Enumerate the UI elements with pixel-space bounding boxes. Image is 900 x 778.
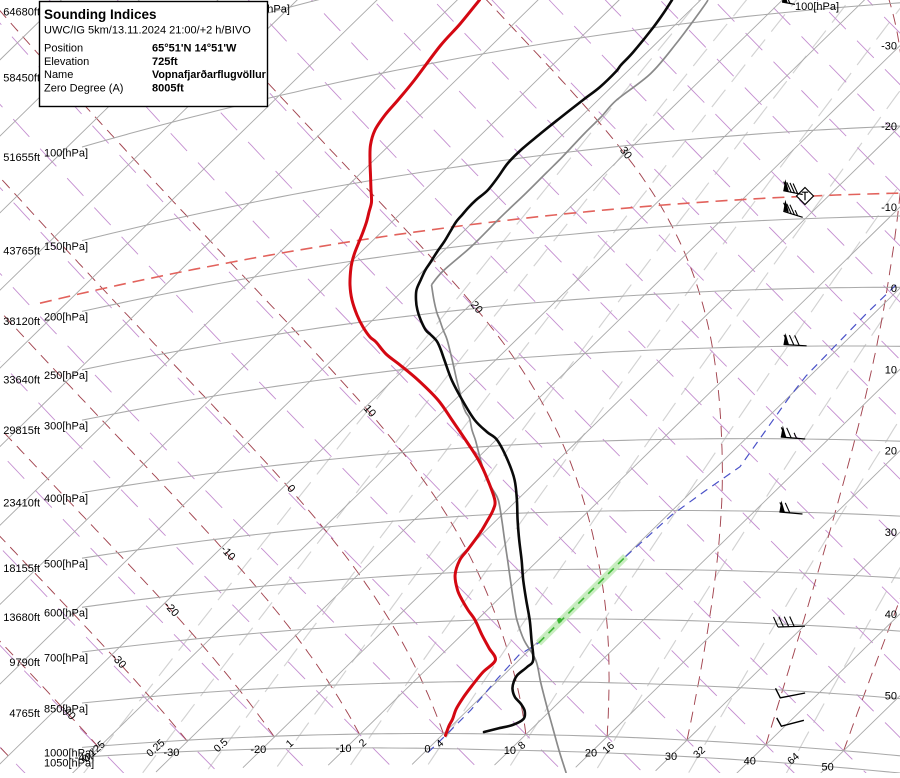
svg-text:Position: Position <box>44 43 83 55</box>
svg-text:Name: Name <box>44 69 73 81</box>
svg-text:18155ft: 18155ft <box>3 563 40 575</box>
svg-text:29815ft: 29815ft <box>3 425 40 437</box>
svg-text:51655ft: 51655ft <box>3 152 40 164</box>
svg-text:400[hPa]: 400[hPa] <box>44 493 88 505</box>
svg-text:23410ft: 23410ft <box>3 497 40 509</box>
svg-text:33640ft: 33640ft <box>3 375 40 387</box>
svg-text:0: 0 <box>891 283 897 295</box>
svg-text:20: 20 <box>885 446 897 458</box>
svg-text:-20: -20 <box>881 121 897 133</box>
svg-text:250[hPa]: 250[hPa] <box>44 370 88 382</box>
svg-text:-40: -40 <box>75 752 91 764</box>
svg-text:150[hPa]: 150[hPa] <box>44 241 88 253</box>
svg-text:50: 50 <box>885 691 897 703</box>
svg-text:40: 40 <box>885 609 897 621</box>
svg-text:50: 50 <box>821 761 833 773</box>
svg-text:UWC/IG 5km/13.11.2024 21:00/+2: UWC/IG 5km/13.11.2024 21:00/+2 h/BIVO <box>44 25 251 37</box>
svg-text:-10: -10 <box>336 743 352 755</box>
svg-text:Elevation: Elevation <box>44 56 89 68</box>
svg-text:600[hPa]: 600[hPa] <box>44 608 88 620</box>
svg-text:700[hPa]: 700[hPa] <box>44 652 88 664</box>
svg-text:-30: -30 <box>881 41 897 53</box>
svg-text:10: 10 <box>885 364 897 376</box>
svg-text:1000[hPa]: 1000[hPa] <box>44 748 94 760</box>
svg-text:100[hPa]: 100[hPa] <box>795 1 839 13</box>
svg-text:-20: -20 <box>250 744 266 756</box>
svg-text:500[hPa]: 500[hPa] <box>44 559 88 571</box>
svg-text:850[hPa]: 850[hPa] <box>44 703 88 715</box>
svg-text:Zero Degree (A): Zero Degree (A) <box>44 83 123 95</box>
svg-text:30: 30 <box>885 527 897 539</box>
svg-text:200[hPa]: 200[hPa] <box>44 312 88 324</box>
svg-text:-30: -30 <box>163 747 179 759</box>
svg-text:725ft: 725ft <box>152 56 178 68</box>
svg-text:20: 20 <box>585 747 597 759</box>
svg-text:30: 30 <box>617 145 634 162</box>
svg-text:8005ft: 8005ft <box>152 83 184 95</box>
svg-text:64680ft: 64680ft <box>3 6 40 18</box>
svg-text:0: 0 <box>424 743 430 755</box>
svg-text:58450ft: 58450ft <box>3 73 40 85</box>
svg-text:Sounding Indices: Sounding Indices <box>44 7 157 22</box>
svg-text:10: 10 <box>504 745 516 757</box>
svg-text:40: 40 <box>744 756 756 768</box>
svg-text:13680ft: 13680ft <box>3 612 40 624</box>
svg-text:38120ft: 38120ft <box>3 316 40 328</box>
svg-text:9790ft: 9790ft <box>9 657 40 669</box>
svg-text:Vopnafjarðarflugvöllur: Vopnafjarðarflugvöllur <box>152 69 266 81</box>
svg-text:300[hPa]: 300[hPa] <box>44 420 88 432</box>
svg-text:4765ft: 4765ft <box>9 708 40 720</box>
svg-text:65°51'N 14°51'W: 65°51'N 14°51'W <box>152 43 237 55</box>
svg-text:1050[hPa]: 1050[hPa] <box>44 757 94 769</box>
svg-text:100[hPa]: 100[hPa] <box>44 147 88 159</box>
svg-text:43765ft: 43765ft <box>3 245 40 257</box>
svg-text:30: 30 <box>665 751 677 763</box>
svg-text:-10: -10 <box>881 202 897 214</box>
